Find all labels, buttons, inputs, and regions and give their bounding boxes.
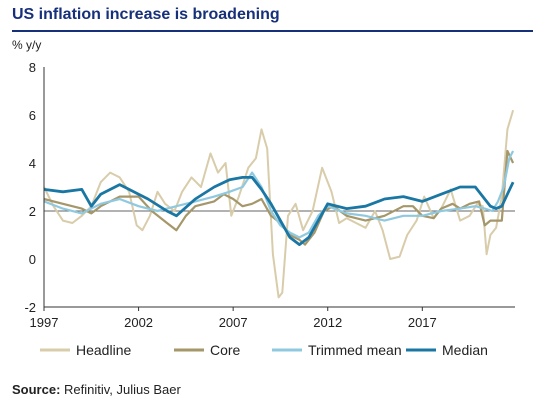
- x-tick-label: 2012: [313, 315, 342, 330]
- x-tick-label: 1997: [30, 315, 59, 330]
- series-line-trimmed-mean: [43, 150, 515, 239]
- series-line-median: [43, 175, 515, 247]
- y-tick-label: -2: [24, 300, 36, 315]
- x-tick-label: 2002: [124, 315, 153, 330]
- title-underline: [12, 30, 533, 32]
- source-text: Refinitiv, Julius Baer: [60, 382, 181, 397]
- y-tick-label: 4: [29, 156, 36, 171]
- y-tick-label: 2: [29, 204, 36, 219]
- legend-label-core: Core: [210, 342, 241, 358]
- series-line-core: [43, 149, 515, 246]
- source-note: Source: Refinitiv, Julius Baer: [12, 382, 181, 397]
- legend-label-trimmed-mean: Trimmed mean: [308, 342, 402, 358]
- x-tick-label: 2017: [408, 315, 437, 330]
- legend-label-headline: Headline: [76, 342, 131, 358]
- y-tick-label: 0: [29, 252, 36, 267]
- series-layer: [43, 109, 515, 299]
- legend: Headline Core Trimmed mean Median: [40, 342, 488, 358]
- x-tick-label: 2007: [219, 315, 248, 330]
- series-line-headline: [43, 109, 515, 299]
- y-tick-label: 8: [29, 60, 36, 75]
- chart-title: US inflation increase is broadening: [12, 6, 280, 23]
- y-axis-unit-label: % y/y: [12, 38, 42, 52]
- legend-label-median: Median: [442, 342, 488, 358]
- source-label: Source:: [12, 382, 61, 397]
- y-tick-label: 6: [29, 108, 36, 123]
